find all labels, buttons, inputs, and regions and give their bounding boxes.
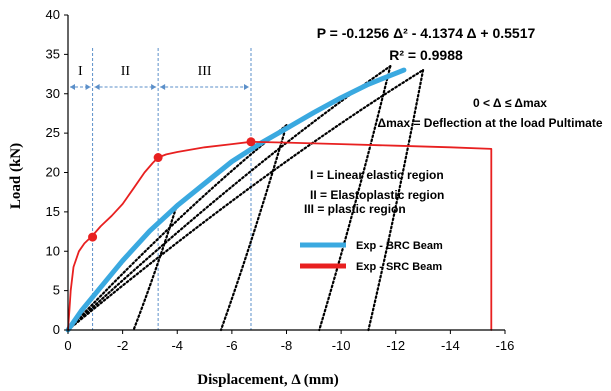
x-tick-label: -8	[281, 338, 293, 353]
axes	[64, 14, 506, 334]
r-squared-text: R² = 0.9988	[389, 47, 463, 63]
hysteresis-branch	[367, 69, 425, 332]
equation-annotation: P = -0.1256 Δ² - 4.1374 Δ + 0.5517 R² = …	[317, 25, 536, 63]
x-tick-label: -2	[117, 338, 129, 353]
region-note-1: I = Linear elastic region	[310, 168, 444, 182]
x-tick-label: 0	[64, 338, 71, 353]
region-arrowhead	[160, 84, 166, 90]
x-tick-label: -12	[386, 338, 405, 353]
region-note-3: III = plastic region	[304, 202, 406, 216]
y-tick-label: 10	[46, 243, 60, 258]
region-label-3: III	[198, 64, 212, 79]
region-arrowhead	[70, 84, 75, 90]
x-axis-title: Displacement, Δ (mm)	[197, 372, 338, 388]
y-axis-title: Load (kN)	[8, 143, 24, 209]
region-arrowhead	[151, 84, 157, 90]
delta-max-text: Δmax = Deflection at the load Pultimate	[377, 116, 602, 130]
y-tick-label: 5	[53, 283, 60, 298]
y-tick-label: 0	[53, 322, 60, 337]
curve-marker-2	[153, 153, 163, 163]
y-tick-label: 20	[46, 165, 60, 180]
region-arrowhead	[243, 84, 249, 90]
equation-text: P = -0.1256 Δ² - 4.1374 Δ + 0.5517	[317, 25, 536, 41]
x-tick-label: -16	[496, 338, 515, 353]
legend-label-brc: Exp - BRC Beam	[356, 240, 443, 252]
legend-label-src: Exp - SRC Beam	[356, 261, 442, 273]
hysteresis-branch	[219, 124, 288, 332]
x-tick-label: -4	[171, 338, 183, 353]
y-tick-label: 15	[46, 204, 60, 219]
region-label-1: I	[78, 64, 83, 79]
region-note-2: II = Elastoplastic region	[310, 188, 444, 202]
region-label-2: II	[121, 64, 131, 79]
series-lines	[65, 67, 493, 333]
region-guides: I II III	[70, 48, 252, 330]
region-arrowhead	[94, 84, 100, 90]
hysteresis-branch	[66, 69, 425, 332]
series-line-brc	[65, 67, 407, 333]
series-line-src	[67, 140, 493, 331]
legend: Exp - BRC Beam Exp - SRC Beam	[300, 240, 443, 273]
range-annotation: 0 < Δ ≤ Δmax Δmax = Deflection at the lo…	[377, 96, 602, 130]
hysteresis-branch	[132, 202, 179, 332]
x-tick-label: -14	[441, 338, 460, 353]
region-notes: I = Linear elastic region II = Elastopla…	[304, 168, 444, 216]
region-arrowhead	[85, 84, 91, 90]
y-tick-label: 25	[46, 125, 60, 140]
tick-labels: 0 -2 -4 -6 -8 -10 -12 -14 -16 0 5 10 15 20 25 30 35 40	[46, 7, 515, 353]
curve-marker-1	[88, 232, 98, 242]
y-tick-label: 40	[46, 7, 60, 22]
range-text: 0 < Δ ≤ Δmax	[473, 96, 547, 110]
y-tick-label: 35	[46, 46, 60, 61]
hysteresis-branch	[318, 65, 392, 332]
x-tick-label: -6	[226, 338, 238, 353]
curve-marker-3	[246, 137, 256, 147]
hysteresis-branch	[66, 124, 288, 332]
x-tick-label: -10	[332, 338, 351, 353]
y-tick-label: 30	[46, 86, 60, 101]
curve-markers	[88, 137, 256, 242]
